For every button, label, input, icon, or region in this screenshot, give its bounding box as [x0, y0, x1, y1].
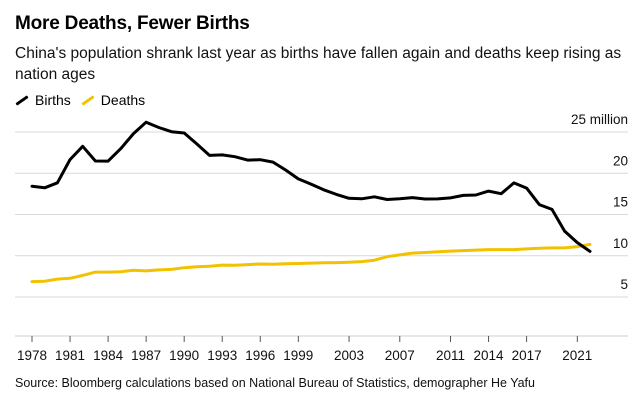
x-tick-label-1993: 1993	[207, 348, 237, 363]
x-tick-label-1987: 1987	[131, 348, 161, 363]
legend-label-births: Births	[35, 92, 71, 108]
chart-title: More Deaths, Fewer Births	[15, 13, 250, 34]
legend-item-births: Births	[15, 92, 71, 108]
x-tick-label-1999: 1999	[283, 348, 313, 363]
y-tick-label-15: 15	[613, 195, 628, 210]
y-axis-labels: 5 10 15 20 25 million	[571, 112, 628, 292]
x-tick-label-1981: 1981	[55, 348, 85, 363]
legend-label-deaths: Deaths	[100, 92, 146, 108]
x-tick-label-1984: 1984	[93, 348, 124, 363]
source-note: Source: Bloomberg calculations based on …	[15, 376, 535, 390]
chart-subtitle: China's population shrank last year as b…	[15, 45, 622, 83]
x-axis-ticks: 1978 1981 1984 1987 1990 1993 1996 1999 2003 2007…	[17, 336, 592, 363]
x-tick-label-2007: 2007	[385, 348, 415, 363]
series-line-births	[30, 120, 592, 253]
x-tick-label-1996: 1996	[245, 348, 275, 363]
y-tick-label-10: 10	[613, 236, 628, 251]
legend-item-deaths: Deaths	[81, 92, 145, 108]
x-tick-label-2011: 2011	[436, 348, 465, 363]
x-tick-label-2021: 2021	[562, 348, 592, 363]
series-line-deaths	[30, 242, 592, 284]
x-tick-label-1978: 1978	[17, 348, 47, 363]
chart-legend: Births Deaths	[15, 90, 155, 110]
gridlines	[15, 131, 628, 337]
y-tick-label-20: 20	[613, 153, 628, 168]
x-tick-label-2017: 2017	[512, 348, 542, 363]
x-tick-label-2003: 2003	[334, 348, 364, 363]
y-tick-label-5: 5	[620, 277, 628, 292]
y-tick-label-25: 25 million	[571, 112, 628, 127]
series-lines	[30, 120, 592, 284]
x-tick-label-1990: 1990	[169, 348, 199, 363]
x-tick-label-2014: 2014	[474, 348, 505, 363]
